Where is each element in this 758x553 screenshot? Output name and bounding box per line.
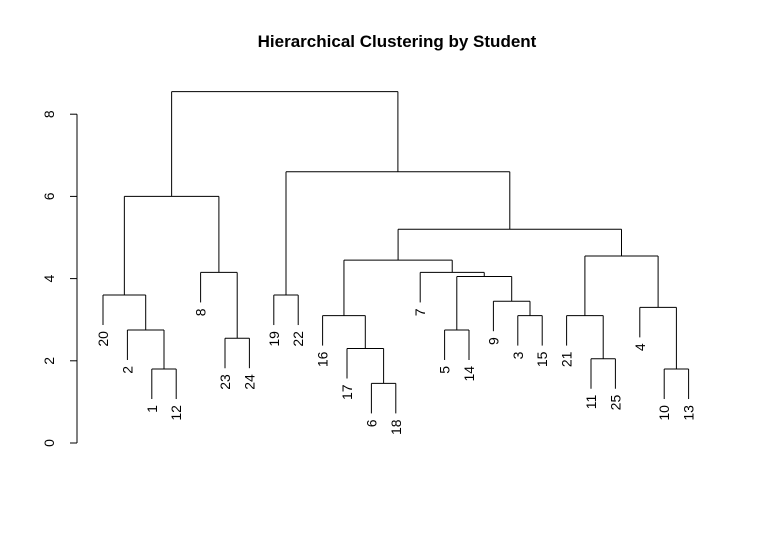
leaf-label-20: 20 (95, 331, 111, 347)
leaf-label-2: 2 (119, 366, 135, 374)
leaf-label-17: 17 (339, 384, 355, 400)
y-tick-label: 4 (41, 274, 57, 282)
leaf-label-11: 11 (583, 395, 599, 410)
leaf-label-6: 6 (363, 419, 379, 427)
leaf-label-24: 24 (241, 374, 257, 390)
leaf-label-18: 18 (388, 419, 404, 435)
leaf-label-13: 13 (681, 405, 697, 421)
leaf-label-9: 9 (485, 337, 501, 345)
leaf-label-5: 5 (437, 366, 453, 374)
leaf-label-1: 1 (144, 405, 160, 413)
dendrogram-branches (102, 91, 690, 414)
y-tick-label: 0 (41, 439, 57, 447)
leaf-label-21: 21 (559, 351, 575, 367)
leaf-label-3: 3 (510, 351, 526, 359)
y-tick-label: 2 (41, 357, 57, 365)
leaf-label-8: 8 (193, 308, 209, 316)
leaf-label-25: 25 (607, 395, 623, 411)
leaf-label-23: 23 (217, 374, 233, 390)
leaf-label-12: 12 (168, 405, 184, 421)
y-tick-label: 6 (41, 192, 57, 200)
leaf-label-19: 19 (266, 331, 282, 347)
y-axis: 0 2 4 6 8 (41, 110, 78, 447)
leaf-label-15: 15 (534, 351, 550, 367)
leaf-label-7: 7 (412, 308, 428, 316)
leaf-label-22: 22 (290, 331, 306, 347)
y-tick-label: 8 (41, 110, 57, 118)
leaf-label-16: 16 (315, 351, 331, 367)
leaf-label-10: 10 (656, 405, 672, 421)
chart-title: Hierarchical Clustering by Student (258, 32, 537, 51)
leaf-label-14: 14 (461, 366, 477, 382)
leaf-label-4: 4 (632, 343, 648, 351)
